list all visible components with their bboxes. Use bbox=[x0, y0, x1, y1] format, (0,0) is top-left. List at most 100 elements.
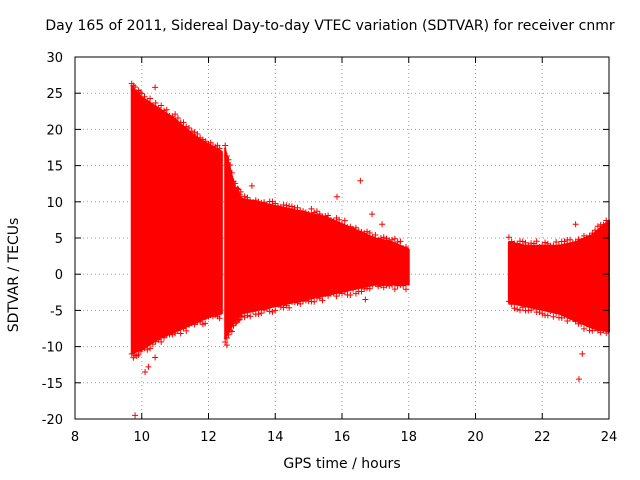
segment-3-edge-point bbox=[589, 230, 596, 237]
outlier-point bbox=[202, 320, 209, 327]
y-tick-label: 20 bbox=[46, 123, 63, 138]
segment-3-edge-point bbox=[550, 313, 557, 320]
segment-2-edge-point bbox=[266, 308, 273, 315]
segment-2-edge-point bbox=[361, 285, 368, 292]
segment-2-edge-point bbox=[358, 228, 365, 235]
segment-3-edge-point bbox=[600, 221, 607, 228]
segment-2-edge-point bbox=[389, 236, 396, 243]
segment-2-edge-point bbox=[402, 244, 409, 251]
segment-1-edge-point bbox=[202, 138, 209, 145]
segment-2-edge-point bbox=[311, 209, 318, 216]
x-tick-label: 18 bbox=[400, 430, 417, 445]
outlier-point bbox=[232, 184, 239, 191]
segment-2-edge-point bbox=[319, 297, 326, 304]
segment-3-edge-point bbox=[547, 308, 554, 315]
segment-3-edge-point bbox=[519, 304, 526, 311]
segment-2-edge-point bbox=[225, 331, 232, 338]
outlier-point bbox=[379, 221, 386, 228]
segment-2-edge-point bbox=[336, 216, 343, 223]
segment-1-edge-point bbox=[135, 351, 142, 358]
segment-2-edge-point bbox=[325, 212, 332, 219]
segment-3-edge-point bbox=[517, 307, 523, 314]
segment-2-edge-point bbox=[402, 286, 409, 293]
outlier-point bbox=[579, 350, 586, 357]
y-tick-label: 0 bbox=[55, 268, 63, 283]
segment-2-edge-point bbox=[237, 313, 244, 320]
segment-1-edge-point bbox=[188, 128, 195, 135]
y-tick-label: -5 bbox=[50, 304, 63, 319]
segment-3-edge-point bbox=[586, 232, 593, 239]
segment-3-edge-point bbox=[542, 239, 549, 246]
segment-3-edge-point bbox=[569, 315, 576, 322]
segment-2-edge-point bbox=[258, 199, 265, 206]
segment-2-edge-point bbox=[350, 225, 357, 232]
segment-2-edge-point bbox=[397, 281, 404, 288]
segment-1-edge-point bbox=[141, 93, 148, 100]
outlier-point bbox=[145, 363, 152, 370]
segment-2-edge-point bbox=[223, 152, 230, 159]
x-tick-label: 16 bbox=[334, 430, 351, 445]
segment-1-edge-point bbox=[186, 124, 193, 131]
segment-2-edge-point bbox=[313, 208, 320, 215]
segment-1-edge-point bbox=[144, 98, 151, 105]
segment-2-edge-point bbox=[222, 338, 229, 345]
segment-1-edge-point bbox=[161, 334, 167, 341]
segment-2-edge-point bbox=[261, 307, 268, 314]
segment-2-edge-point bbox=[238, 312, 245, 319]
segment-3-edge-point bbox=[539, 310, 546, 317]
segment-3-edge-point bbox=[561, 312, 568, 319]
segment-2-edge-point bbox=[222, 142, 229, 149]
outlier-point bbox=[357, 177, 364, 184]
segment-1-edge-point bbox=[216, 145, 223, 152]
y-tick-label: -15 bbox=[42, 377, 63, 392]
segment-2-edge-point bbox=[244, 312, 251, 319]
y-tick-label: 30 bbox=[46, 51, 63, 66]
segment-2-edge-point bbox=[272, 307, 279, 314]
segment-3-edge-point bbox=[561, 238, 568, 245]
segment-1-edge-point bbox=[174, 327, 181, 334]
segment-2-edge-point bbox=[366, 230, 373, 237]
x-tick-label: 8 bbox=[71, 430, 79, 445]
segment-3-edge-point bbox=[597, 329, 604, 336]
y-tick-label: 5 bbox=[55, 232, 63, 247]
segment-2-edge-point bbox=[311, 298, 318, 305]
segment-2-edge-point bbox=[263, 202, 270, 209]
x-tick-label: 12 bbox=[200, 430, 217, 445]
segment-2-edge-point bbox=[333, 293, 340, 300]
segment-3-edge-point bbox=[594, 223, 601, 230]
y-axis-label: SDTVAR / TECUs bbox=[6, 217, 22, 333]
segment-1-edge-point bbox=[158, 338, 165, 345]
segment-2-edge-point bbox=[347, 291, 354, 298]
segment-2-edge-point bbox=[375, 283, 382, 290]
segment-2-edge-point bbox=[386, 282, 393, 289]
axis-ticks: 8 10 12 14 16 18 20 22 24 -20 -15 -10 -5 0 5 10 15 20 25 30 bbox=[42, 51, 618, 445]
outlier-point bbox=[575, 376, 582, 383]
chart-title: Day 165 of 2011, Sidereal Day-to-day VTE… bbox=[45, 18, 615, 34]
segment-3-edge-point bbox=[578, 237, 585, 244]
segment-2-edge-point bbox=[238, 195, 245, 202]
segment-2-edge-point bbox=[228, 328, 235, 335]
outlier-point bbox=[152, 84, 159, 91]
segment-1-edge-point bbox=[188, 320, 195, 327]
segment-2-edge-point bbox=[275, 301, 282, 308]
segment-2-edge-point bbox=[223, 334, 230, 341]
segment-3-edge-point bbox=[569, 240, 576, 247]
segment-2-edge-point bbox=[297, 300, 304, 307]
segment-2-edge-point bbox=[322, 212, 329, 219]
segment-2-edge-point bbox=[269, 308, 276, 315]
segment-2-edge-point bbox=[225, 156, 232, 163]
segment-2-edge-point bbox=[400, 245, 407, 252]
outlier-point bbox=[572, 221, 579, 228]
y-tick-label: 15 bbox=[46, 160, 63, 175]
segment-1-edge-point bbox=[174, 114, 181, 121]
segment-2-edge-point bbox=[244, 194, 251, 201]
segment-2-edge-point bbox=[383, 282, 390, 289]
segment-2-edge-point bbox=[394, 238, 401, 245]
segment-3-edge-point bbox=[567, 236, 574, 243]
segment-2-edge-point bbox=[372, 231, 379, 238]
segment-2-edge-point bbox=[352, 224, 359, 231]
outlier-point bbox=[223, 342, 230, 349]
segment-2-edge-point bbox=[366, 285, 373, 292]
segment-2-edge-point bbox=[255, 198, 262, 205]
segment-3-edge-point bbox=[580, 325, 587, 332]
